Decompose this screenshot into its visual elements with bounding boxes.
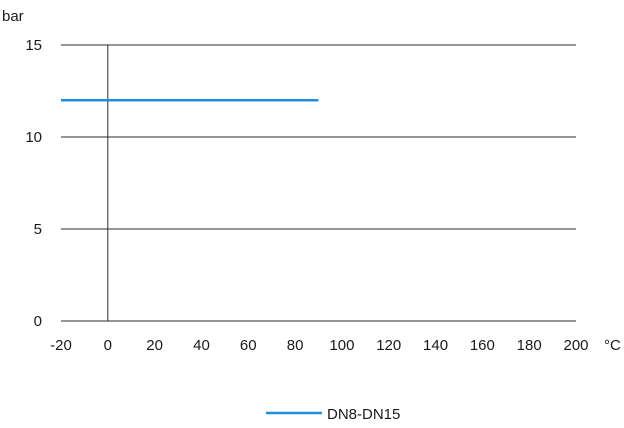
y-tick-label-5: 5 xyxy=(34,221,42,238)
y-tick-label-0: 0 xyxy=(34,313,42,330)
x-tick-label-60: 60 xyxy=(240,337,257,354)
legend: DN8-DN15 xyxy=(266,406,400,423)
x-tick-label-80: 80 xyxy=(287,337,304,354)
legend-label-dn8-dn15: DN8-DN15 xyxy=(327,406,400,423)
y-axis-unit-label: bar xyxy=(2,8,24,25)
label-layer: 0 5 10 15 -20 0 20 40 60 80 100 120 140 160 180 200 xyxy=(25,37,588,354)
y-tick-label-15: 15 xyxy=(25,37,42,54)
x-tick-label-100: 100 xyxy=(329,337,354,354)
grid-layer xyxy=(61,44,576,322)
x-tick-label-140: 140 xyxy=(423,337,448,354)
x-axis-unit-label: °C xyxy=(604,337,621,354)
x-tick-label-160: 160 xyxy=(470,337,495,354)
x-tick-label-40: 40 xyxy=(193,337,210,354)
y-tick-label-10: 10 xyxy=(25,129,42,146)
x-tick-label-180: 180 xyxy=(517,337,542,354)
x-tick-label-120: 120 xyxy=(376,337,401,354)
x-tick-label--20: -20 xyxy=(50,337,72,354)
x-tick-label-200: 200 xyxy=(563,337,588,354)
x-tick-label-0: 0 xyxy=(104,337,112,354)
x-tick-label-20: 20 xyxy=(146,337,163,354)
